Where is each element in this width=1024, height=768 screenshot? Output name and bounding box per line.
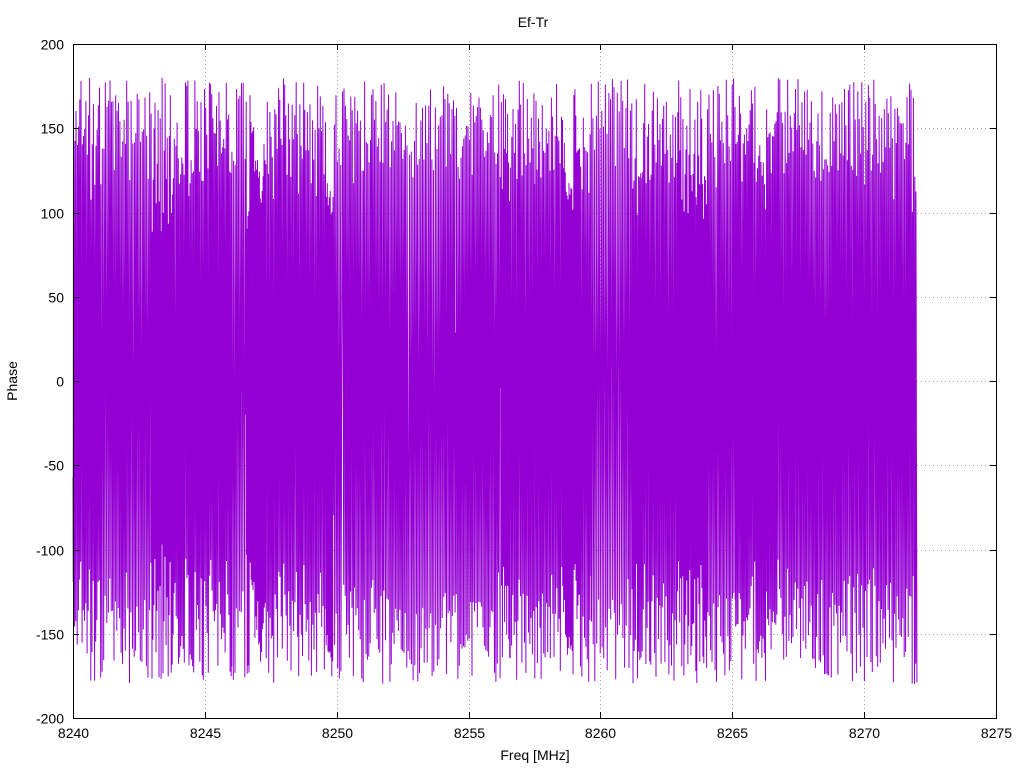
- x-tick-label: 8250: [322, 725, 353, 741]
- x-tick-label: 8260: [585, 725, 616, 741]
- axis-tick-labels: 8240 8245 8250 8255 8260 8265 8270 8275 -200 -150…: [36, 37, 1012, 742]
- series-phase: [72, 77, 918, 684]
- y-tick-label: -50: [44, 458, 64, 474]
- y-tick-label: 50: [48, 290, 64, 306]
- phase-line: [72, 77, 918, 684]
- chart-title: Ef-Tr: [518, 14, 549, 30]
- y-tick-label: 150: [41, 121, 65, 137]
- y-tick-label: 100: [41, 206, 65, 222]
- axis-ticks: [73, 44, 997, 719]
- x-tick-label: 8265: [717, 725, 748, 741]
- x-tick-label: 8240: [58, 725, 89, 741]
- x-tick-label: 8275: [981, 725, 1012, 741]
- y-axis-label: Phase: [4, 361, 20, 401]
- y-tick-label: -150: [36, 627, 64, 643]
- x-axis-label: Freq [MHz]: [500, 747, 569, 763]
- x-tick-label: 8270: [849, 725, 880, 741]
- y-tick-label: -200: [36, 711, 64, 727]
- y-tick-label: 200: [41, 37, 65, 53]
- x-tick-label: 8245: [190, 725, 221, 741]
- y-tick-label: 0: [56, 374, 64, 390]
- y-tick-label: -100: [36, 543, 64, 559]
- x-tick-label: 8255: [454, 725, 485, 741]
